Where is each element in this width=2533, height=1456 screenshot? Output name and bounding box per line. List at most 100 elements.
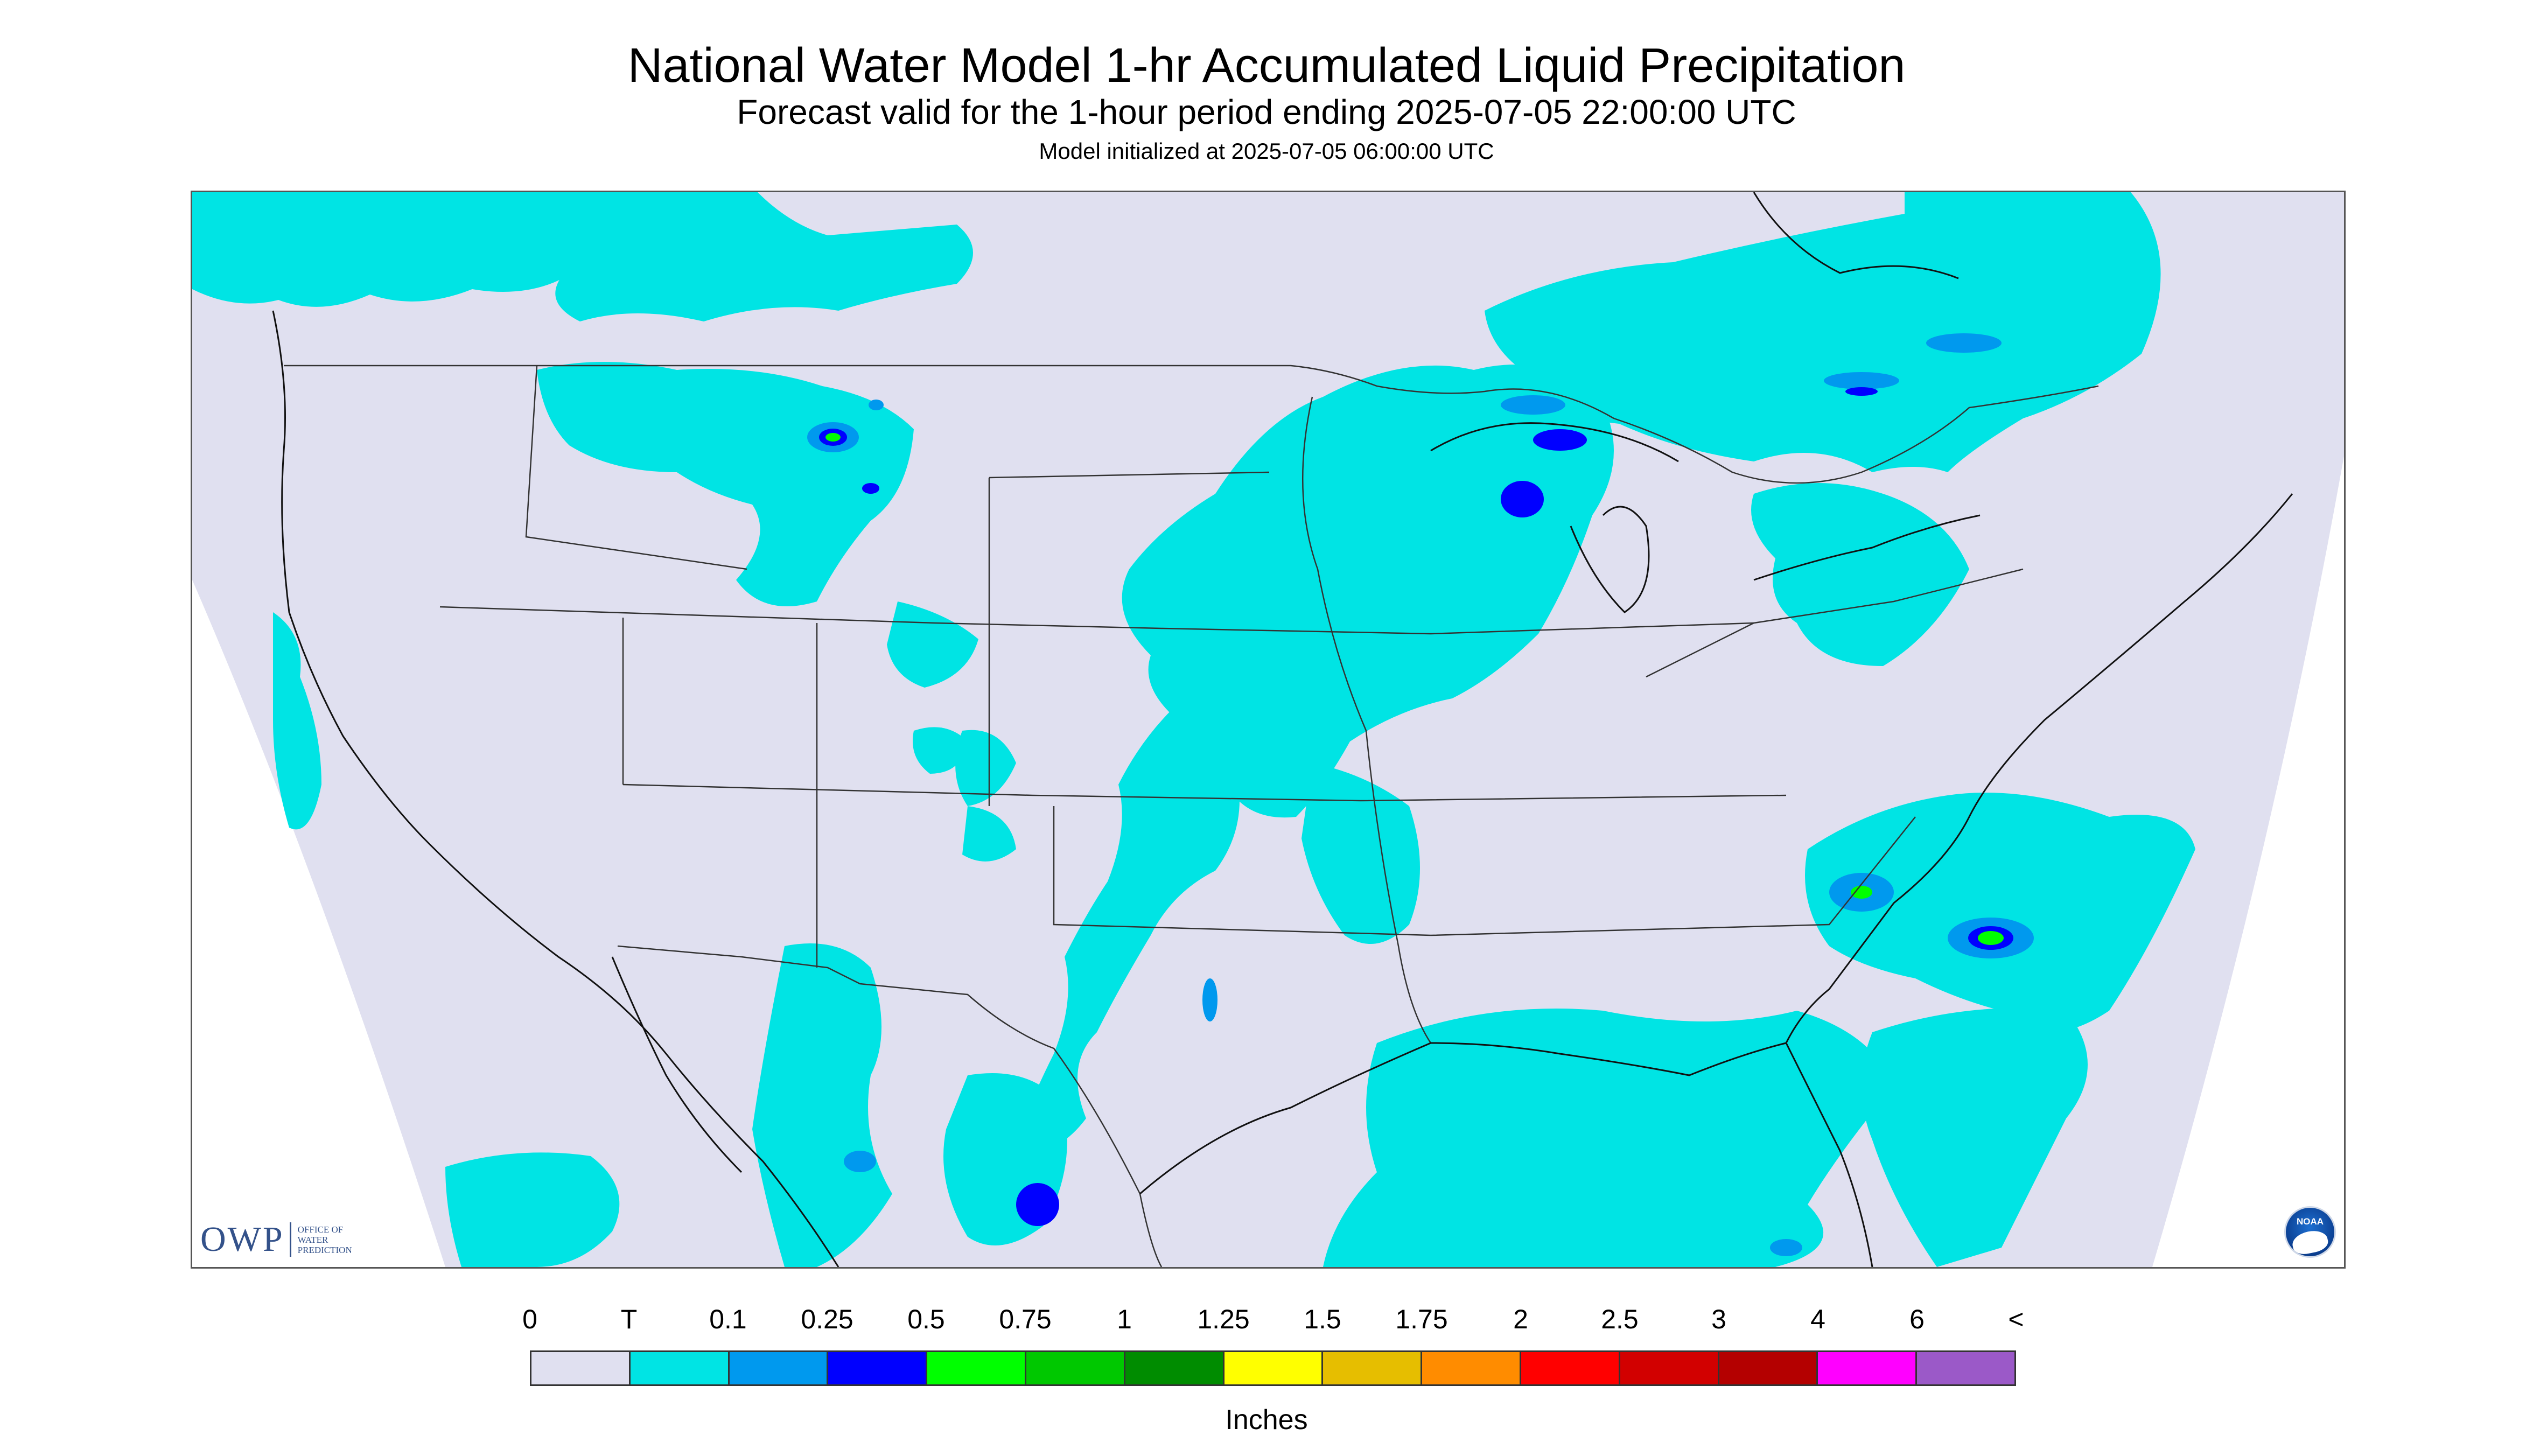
legend-swatch — [1323, 1352, 1423, 1384]
legend-swatch — [630, 1352, 730, 1384]
state-border-41n — [439, 606, 1162, 629]
legend-swatch — [1026, 1352, 1125, 1384]
precip-area-colorado — [887, 601, 978, 688]
legend-label: 3 — [1711, 1304, 1726, 1334]
precip-core-superior-b — [1533, 429, 1587, 451]
legend-label: 1.75 — [1395, 1304, 1448, 1334]
legend-swatch — [1917, 1352, 2014, 1384]
precip-core-wisconsin — [1501, 481, 1544, 517]
legend-label: T — [620, 1304, 638, 1334]
legend-swatch — [1620, 1352, 1719, 1384]
coastline-lake-michigan — [1570, 506, 1650, 613]
precip-area-mexico-west — [752, 943, 892, 1267]
legend-label: 2 — [1513, 1304, 1528, 1334]
us-mexico-border — [617, 945, 1163, 1267]
trace-precip-areas — [192, 192, 2195, 1267]
state-border-ohio — [1646, 568, 2024, 678]
precip-area-florida-offshore — [1862, 1008, 2088, 1267]
state-border-33n — [1053, 806, 1431, 936]
coastline-baja — [611, 956, 743, 1173]
legend-label: 0.25 — [801, 1304, 853, 1334]
legend-label: 0.1 — [709, 1304, 747, 1334]
owp-logo-text: OFFICE OF WATER PREDICTION — [298, 1224, 352, 1255]
noaa-bird-icon — [2290, 1228, 2330, 1256]
map-title: National Water Model 1-hr Accumulated Li… — [627, 39, 1906, 93]
owp-logo-divider — [289, 1222, 291, 1257]
owp-logo: OWP OFFICE OF WATER PREDICTION — [200, 1218, 352, 1261]
owp-logo-line: OFFICE OF — [297, 1224, 344, 1235]
precip-area-pacific-sw — [445, 1152, 620, 1267]
precip-area-upper-midwest — [1122, 365, 1614, 818]
state-border-37n — [622, 783, 1787, 802]
map-frame — [191, 191, 2346, 1269]
precip-core-quebec-c — [1845, 387, 1878, 396]
legend-label: 1 — [1117, 1304, 1132, 1334]
legend-swatch — [1422, 1352, 1521, 1384]
precip-area-plains — [1011, 709, 1240, 1153]
precipitation-map — [192, 192, 2344, 1267]
legend-swatch — [1521, 1352, 1620, 1384]
precip-area-nm-a — [955, 730, 1016, 806]
legend-units: Inches — [1225, 1404, 1308, 1436]
heavier-precip-cores — [807, 333, 2034, 1256]
precip-core-texas — [1202, 978, 1217, 1021]
precip-core-mexico-b — [844, 1151, 876, 1172]
legend-label: 1.25 — [1197, 1304, 1250, 1334]
legend-label: 1.5 — [1304, 1304, 1341, 1334]
precip-area-canada-east — [1485, 192, 2161, 472]
precip-area-gulf — [1323, 1009, 1894, 1267]
model-init-text: Model initialized at 2025-07-05 06:00:00… — [1039, 138, 1494, 164]
precip-core-mexico-a — [1016, 1183, 1059, 1226]
us-canada-border — [284, 365, 2099, 484]
state-border-mississippi-river — [1302, 396, 1432, 1044]
legend-label: 0.5 — [907, 1304, 945, 1334]
valid-time-subtitle: Forecast valid for the 1-hour period end… — [737, 93, 1796, 131]
precip-core-montana-peak — [825, 433, 841, 442]
political-boundaries — [284, 365, 2099, 1267]
legend-swatch — [1125, 1352, 1224, 1384]
owp-logo-line: PREDICTION — [297, 1244, 352, 1255]
precip-area-southeast-atlantic — [1805, 793, 2195, 1032]
legend-swatch — [1224, 1352, 1324, 1384]
precip-area-bc — [370, 192, 973, 321]
precip-area-montana — [537, 362, 914, 606]
coastline-gulf-of-mexico — [1139, 1042, 1873, 1267]
precip-core-superior-a — [1501, 395, 1565, 415]
legend-labels: 0 T 0.1 0.25 0.5 0.75 1 1.25 1.5 1.75 2 … — [0, 1303, 2533, 1341]
legend-label: 2.5 — [1601, 1304, 1639, 1334]
legend-swatch — [531, 1352, 631, 1384]
precip-core-montana-b — [862, 483, 879, 494]
legend-label: 4 — [1810, 1304, 1825, 1334]
legend-swatch — [729, 1352, 829, 1384]
legend-label: 6 — [1909, 1304, 1925, 1334]
precip-area-kansas — [913, 727, 968, 774]
state-border-south — [1430, 816, 1916, 936]
legend-swatch — [1719, 1352, 1818, 1384]
precip-core-quebec-b — [1824, 372, 1899, 389]
precip-area-great-lakes — [1751, 483, 1969, 666]
legend-label: < — [2008, 1304, 2024, 1334]
legend-colorbar — [530, 1350, 2016, 1386]
precip-area-nm-b — [962, 806, 1016, 862]
noaa-logo: NOAA — [2284, 1206, 2336, 1258]
precip-core-gulf — [1770, 1239, 1802, 1256]
legend-swatch — [927, 1352, 1026, 1384]
precip-core-offshore-peak — [1978, 931, 2004, 945]
precip-core-sc-coast-peak — [1851, 886, 1872, 899]
coastlines — [272, 192, 2293, 1267]
coastline-pacific — [272, 310, 839, 1267]
precip-area-coastal-west — [273, 612, 321, 830]
coastline-lake-erie-ontario — [1753, 514, 1981, 581]
coastline-lake-superior — [1430, 422, 1679, 463]
coastline-atlantic — [1785, 493, 2293, 1044]
legend-label: 0.75 — [999, 1304, 1052, 1334]
owp-logo-line: WATER — [297, 1234, 328, 1245]
precip-core-quebec-a — [1926, 333, 2002, 353]
owp-logo-mark: OWP — [200, 1220, 284, 1259]
precip-area-mississippi — [1302, 763, 1420, 944]
state-border-idaho-montana — [525, 365, 747, 570]
coastline-hudson-bay — [1753, 192, 1959, 279]
legend-swatch — [1818, 1352, 1918, 1384]
legend-label: 0 — [522, 1304, 537, 1334]
state-border-45n-dakotas — [989, 471, 1270, 479]
